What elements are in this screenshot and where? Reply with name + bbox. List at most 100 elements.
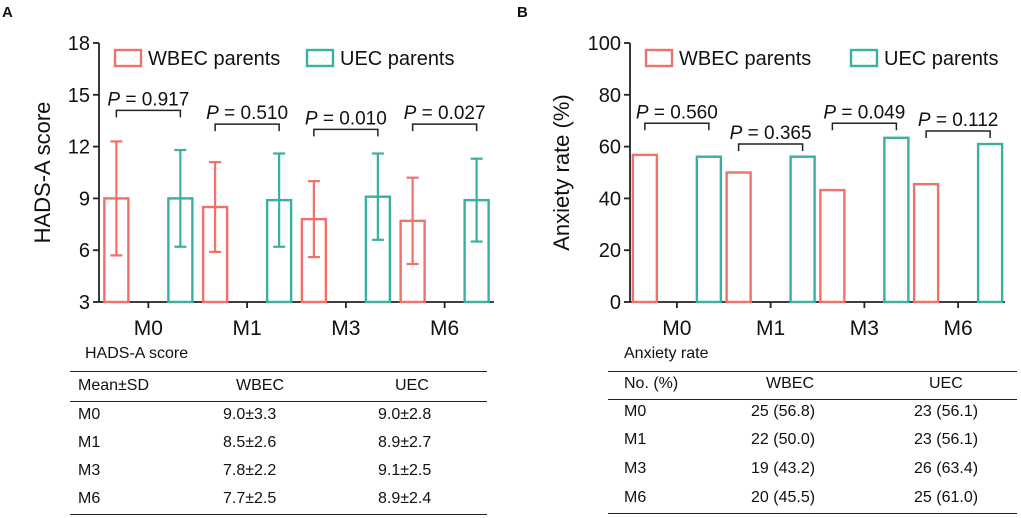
bar-uec [789, 155, 816, 304]
legend-swatch-uec [849, 48, 879, 68]
y-axis-title: HADS-A score [30, 102, 55, 244]
legend-label-wbec: WBEC parents [679, 48, 811, 70]
table-b-row-label: M6 [624, 489, 647, 506]
x-tick-label: M1 [756, 317, 785, 340]
legend-swatch-uec [305, 48, 335, 68]
y-tick-label: 80 [599, 85, 621, 107]
table-a-cell-uec: 9.0±2.8 [378, 406, 432, 423]
table-b-header-no-pct: No. (%) [624, 375, 679, 392]
x-tick-label: M0 [662, 317, 691, 340]
p-symbol: P [404, 103, 417, 124]
table-a-cell-wbec: 7.7±2.5 [223, 490, 277, 507]
significance-bracket [115, 109, 182, 118]
bar-wbec [819, 188, 846, 304]
table-b-cell-wbec: 22 (50.0) [751, 431, 816, 448]
p-value-label: P = 0.560 [636, 102, 718, 123]
y-tick-label: 6 [79, 240, 90, 262]
y-tick-label: 0 [610, 292, 621, 314]
p-value: = 0.010 [318, 108, 387, 129]
panel-a-letter: A [2, 4, 13, 21]
y-tick-label: 40 [599, 188, 621, 210]
table-b-row-label: M0 [624, 403, 647, 420]
legend-label-uec: UEC parents [340, 48, 455, 70]
y-tick-label: 15 [68, 85, 90, 107]
p-value: = 0.510 [219, 103, 288, 124]
p-value: = 0.917 [120, 89, 189, 110]
bar-wbec [725, 171, 752, 304]
x-tick-label: M1 [233, 317, 262, 340]
y-tick-label: 12 [68, 137, 90, 159]
p-symbol: P [107, 89, 120, 110]
legend-label-uec: UEC parents [884, 48, 999, 70]
p-symbol: P [823, 102, 836, 123]
x-tick-label: M6 [430, 317, 459, 340]
p-value-label: P = 0.027 [404, 103, 486, 124]
y-tick-label: 18 [68, 33, 90, 55]
x-tick-label: M0 [134, 317, 163, 340]
chart-b-anxiety-rate: 0 20 40 60 80 100 M0 M1 M3 M6 Anxiety rate (%) P = … [549, 33, 1005, 340]
table-b-row-label: M1 [624, 431, 647, 448]
table-a-header-mean-sd: Mean±SD [78, 377, 150, 394]
x-tick-label: M3 [331, 317, 360, 340]
p-value-label: P = 0.049 [823, 102, 905, 123]
p-symbol: P [305, 108, 318, 129]
p-value: = 0.560 [649, 102, 718, 123]
table-a: HADS-A score Mean±SD WBEC UEC M0 9.0±3.3… [0, 0, 500, 518]
p-value-label: P = 0.510 [206, 103, 288, 124]
y-tick-label: 3 [79, 292, 90, 314]
table-b-cell-uec: 23 (56.1) [914, 431, 979, 448]
significance-bracket [644, 122, 710, 131]
table-b-cell-wbec: 19 (43.2) [751, 460, 816, 477]
p-value-label: P = 0.010 [305, 108, 387, 129]
p-value-label: P = 0.112 [918, 110, 998, 131]
table-b-cell-wbec: 20 (45.5) [751, 489, 816, 506]
significance-bracket [925, 130, 991, 139]
x-tick-label: M6 [944, 317, 973, 340]
y-tick-label: 60 [599, 137, 621, 159]
table-b-cell-wbec: 25 (56.8) [751, 403, 816, 420]
table-a-cell-wbec: 8.5±2.6 [223, 434, 277, 451]
bar-wbec [631, 153, 659, 304]
table-a-cell-uec: 8.9±2.4 [378, 490, 432, 507]
p-symbol: P [730, 123, 743, 144]
p-value: = 0.049 [836, 102, 905, 123]
table-a-cell-uec: 8.9±2.7 [378, 434, 432, 451]
p-symbol: P [206, 103, 219, 124]
significance-bracket [214, 123, 280, 132]
table-a-row-label: M6 [78, 490, 101, 507]
table-a-cell-uec: 9.1±2.5 [378, 462, 432, 479]
table-b-header-uec: UEC [929, 375, 963, 392]
table-a-row-label: M1 [78, 434, 101, 451]
table-b-cell-uec: 25 (61.0) [914, 489, 979, 506]
p-symbol: P [918, 110, 931, 131]
p-value: = 0.365 [742, 123, 811, 144]
significance-bracket [737, 143, 804, 152]
table-b-title: Anxiety rate [624, 345, 709, 362]
table-a-cell-wbec: 7.8±2.2 [223, 462, 277, 479]
y-tick-label: 100 [588, 33, 621, 55]
p-value-label: P = 0.917 [107, 89, 189, 110]
p-value-label: P = 0.365 [730, 123, 812, 144]
table-a-row-label: M3 [78, 462, 101, 479]
p-value: = 0.112 [931, 110, 999, 131]
y-tick-label: 9 [79, 188, 90, 210]
p-value: = 0.027 [416, 103, 485, 124]
table-a-row-label: M0 [78, 406, 101, 423]
table-b-row-label: M3 [624, 460, 647, 477]
y-tick-label: 20 [599, 240, 621, 262]
panel-b-letter: B [517, 4, 528, 21]
significance-bracket [313, 128, 379, 137]
y-axis-title: Anxiety rate (%) [549, 94, 574, 251]
table-b-cell-uec: 23 (56.1) [914, 403, 979, 420]
bar-wbec [912, 182, 940, 304]
legend-swatch-wbec [113, 48, 143, 68]
bar-uec [695, 155, 723, 304]
table-a-title: HADS-A score [85, 345, 189, 362]
table-b-cell-uec: 26 (63.4) [914, 460, 979, 477]
x-tick-label: M3 [850, 317, 879, 340]
table-b-header-wbec: WBEC [766, 375, 814, 392]
table-b: Anxiety rate No. (%) WBEC UEC M0 25 (56.… [511, 0, 1021, 518]
significance-bracket [831, 122, 898, 131]
table-a-header-uec: UEC [395, 377, 429, 394]
